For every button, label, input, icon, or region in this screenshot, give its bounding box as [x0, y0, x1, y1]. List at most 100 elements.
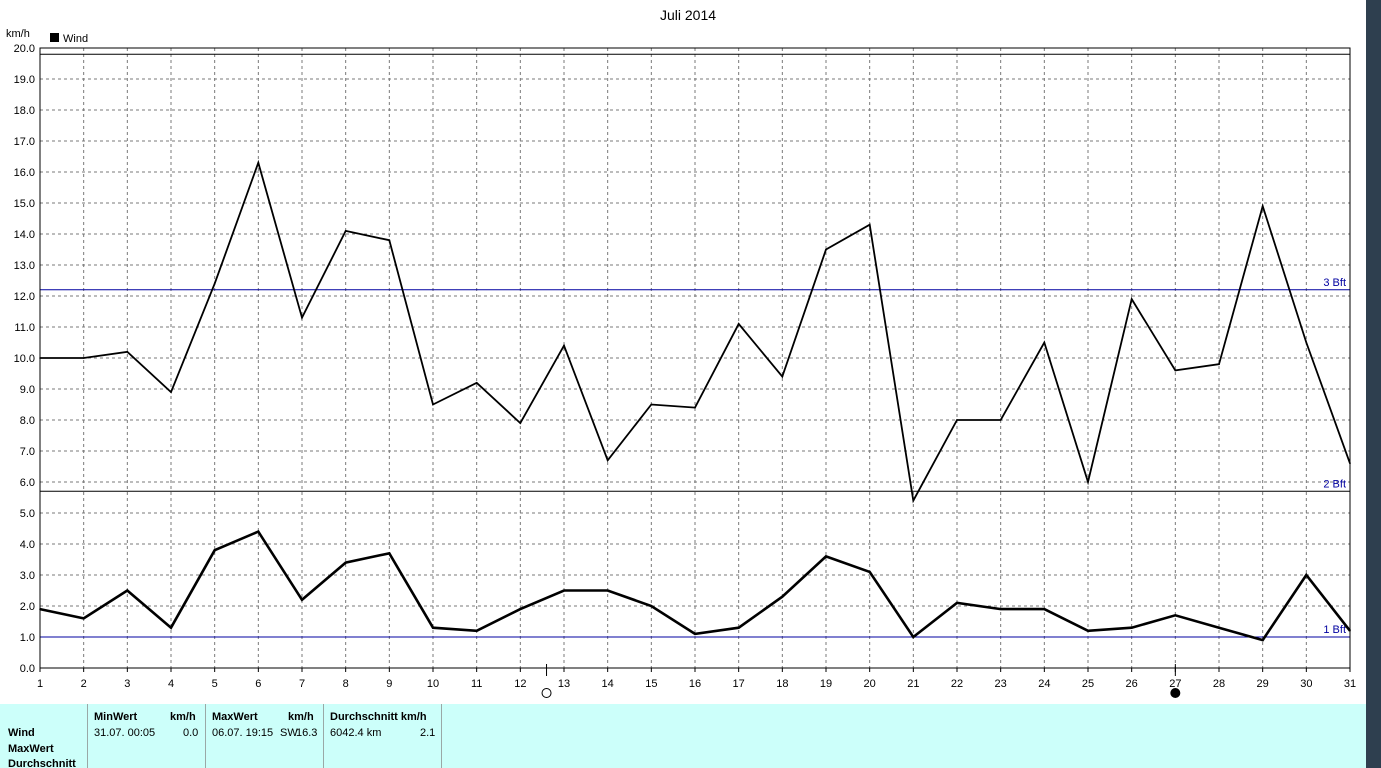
data-point-average: [1087, 630, 1089, 632]
data-point-average: [301, 599, 303, 601]
y-axis-unit: km/h: [6, 28, 30, 40]
y-tick-label: 12.0: [14, 291, 35, 303]
max-direction: SW: [280, 727, 298, 739]
series-group: [39, 159, 1352, 642]
x-tick-label: 10: [427, 678, 439, 690]
x-tick-label: 23: [995, 678, 1007, 690]
data-point-max: [606, 459, 609, 462]
x-tick-label: 27: [1169, 678, 1181, 690]
data-point-max: [563, 344, 565, 347]
y-tick-label: 4.0: [20, 539, 35, 551]
y-tick-label: 2.0: [20, 601, 35, 613]
data-point-max: [344, 230, 347, 232]
column-divider: [205, 704, 206, 768]
data-point-max: [956, 419, 958, 421]
x-tick-label: 1: [37, 678, 43, 690]
reference-line-label: 1 Bft: [1323, 624, 1346, 636]
column-divider: [87, 704, 88, 768]
legend-swatch: [50, 33, 59, 42]
data-point-max: [1261, 205, 1264, 207]
x-tick-label: 12: [514, 678, 526, 690]
new-moon-icon: [1170, 688, 1181, 698]
avg-value: 2.1: [420, 727, 436, 739]
x-tick-label: 9: [386, 678, 392, 690]
data-point-average: [82, 617, 85, 620]
data-point-average: [868, 571, 871, 573]
data-point-max: [737, 323, 740, 325]
data-point-average: [999, 608, 1002, 610]
data-point-average: [257, 530, 260, 533]
data-point-max: [126, 351, 129, 353]
data-point-average: [912, 636, 915, 638]
x-tick-label: 7: [299, 678, 305, 690]
data-point-max: [1349, 462, 1351, 465]
vertical-scrollbar[interactable]: [1366, 0, 1381, 768]
y-tick-label: 9.0: [20, 384, 35, 396]
x-tick-label: 11: [471, 678, 482, 690]
data-point-max: [1305, 341, 1308, 344]
x-tick-label: 8: [343, 678, 349, 690]
data-point-average: [388, 552, 391, 555]
full-moon-icon: [541, 688, 552, 698]
x-tick-label: 4: [168, 678, 174, 690]
data-point-max: [650, 403, 653, 406]
y-axis: 0.0 1.0 2.0 3.0 4.0 5.0 6.0 7.0 8.0 9.0 10.0 11.0 12…: [14, 43, 35, 675]
max-value: 16.3: [296, 727, 318, 739]
data-point-average: [694, 633, 696, 635]
x-tick-label: 28: [1213, 678, 1225, 690]
x-axis: 1 2 3 4 5 6 7 8 9 10 11 12 13 14 15 16 17 18 19 20 21 22 23 24 2…: [37, 668, 1356, 690]
row-label-maxwert: MaxWert: [8, 743, 54, 755]
y-tick-label: 1.0: [20, 632, 35, 644]
data-point-average: [1261, 639, 1264, 641]
row-label-durchschnitt: Durchschnitt: [8, 758, 76, 768]
data-point-max: [825, 248, 827, 251]
data-point-average: [1174, 614, 1177, 617]
data-point-average: [825, 555, 827, 558]
y-tick-label: 5.0: [20, 508, 35, 520]
data-point-max: [1087, 481, 1089, 483]
y-tick-label: 10.0: [14, 353, 35, 365]
x-tick-label: 18: [776, 678, 788, 690]
x-tick-label: 17: [733, 678, 745, 690]
x-tick-label: 19: [820, 678, 832, 690]
data-point-average: [39, 608, 41, 610]
data-point-average: [737, 626, 740, 629]
data-point-average: [475, 630, 478, 632]
reference-line-label: 3 Bft: [1323, 277, 1346, 289]
row-label-wind: Wind: [8, 727, 35, 739]
data-point-max: [257, 161, 260, 164]
y-tick-label: 11.0: [14, 322, 35, 334]
max-unit: km/h: [288, 711, 314, 723]
data-point-average: [606, 589, 609, 592]
min-value: 0.0: [183, 727, 199, 739]
y-tick-label: 8.0: [20, 415, 35, 427]
column-divider: [323, 704, 324, 768]
avg-distance: 6042.4 km: [330, 727, 382, 739]
y-tick-label: 19.0: [14, 74, 35, 86]
x-tick-label: 14: [602, 678, 614, 690]
min-time: 31.07. 00:05: [94, 727, 156, 739]
data-point-max: [1218, 363, 1220, 366]
data-point-average: [213, 549, 216, 551]
grid: [39, 47, 1351, 669]
x-tick-label: 13: [558, 678, 570, 690]
data-point-average: [1305, 574, 1308, 576]
y-tick-label: 20.0: [14, 43, 35, 55]
data-point-max: [1043, 341, 1046, 344]
data-point-max: [388, 239, 391, 241]
reference-line-label: 2 Bft: [1323, 478, 1346, 490]
y-tick-label: 18.0: [14, 105, 35, 117]
data-point-max: [82, 357, 85, 359]
data-point-average: [1043, 608, 1046, 610]
data-point-max: [519, 422, 522, 424]
data-point-average: [1218, 626, 1220, 629]
x-tick-label: 5: [212, 678, 218, 690]
column-divider: [441, 704, 442, 768]
min-unit: km/h: [170, 711, 196, 723]
x-tick-label: 25: [1082, 678, 1094, 690]
avg-header: Durchschnitt km/h: [330, 711, 427, 723]
x-tick-label: 2: [81, 678, 87, 690]
data-point-average: [781, 595, 784, 598]
moon-phases: [541, 664, 1181, 698]
